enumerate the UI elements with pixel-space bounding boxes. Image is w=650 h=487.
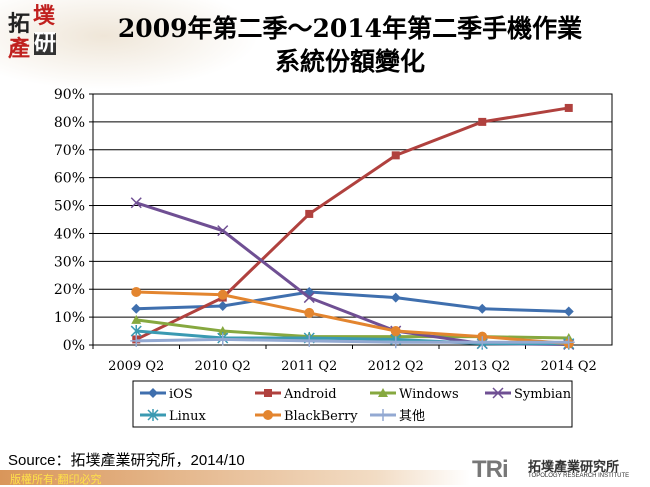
data-point [390, 326, 401, 337]
data-point [476, 336, 489, 349]
legend-marker [377, 409, 389, 421]
series-line-5 [136, 290, 569, 346]
data-point [562, 336, 575, 349]
logo-char: 研 [34, 31, 57, 56]
y-tick-label: 70% [54, 143, 85, 159]
data-point [131, 314, 142, 324]
data-point [217, 300, 228, 311]
data-point [131, 303, 142, 314]
legend-marker [148, 388, 158, 398]
data-point [131, 287, 142, 298]
y-tick-label: 0% [63, 338, 85, 354]
series-line-6 [136, 337, 569, 344]
legend-label: iOS [169, 387, 193, 402]
data-point [390, 292, 401, 303]
legend-marker [147, 409, 159, 421]
data-point [389, 336, 402, 349]
data-point [130, 334, 143, 347]
copyright: 版權所有‧翻印必究 [10, 473, 102, 486]
logo: 拓 墣 產 研 [8, 6, 60, 62]
y-tick-label: 40% [54, 226, 85, 242]
y-tick-label: 90% [54, 87, 85, 103]
x-tick-label: 2011 Q2 [281, 359, 337, 374]
legend-label: Symbian [514, 387, 572, 402]
legend-label: Android [283, 387, 337, 402]
legend-label: 其他 [399, 409, 425, 424]
source-note: Source：拓墣產業研究所，2014/10 [8, 452, 245, 469]
data-point [477, 303, 488, 314]
x-tick-label: 2012 Q2 [368, 359, 424, 374]
title-line: 系統份額變化 [274, 47, 425, 76]
line-chart: 0% 10% 20% 30% 40% 50% 60% 70% 80% 90% 2009 Q2 2010… [54, 87, 613, 428]
legend-marker [378, 388, 388, 397]
legend-marker [263, 410, 273, 420]
logo-char: 墣 [33, 4, 56, 29]
series-line-1 [135, 106, 569, 341]
y-tick-label: 60% [54, 171, 85, 187]
data-point [564, 103, 573, 112]
logo-char: 拓 [8, 12, 31, 37]
y-tick-label: 30% [54, 254, 85, 270]
title-line: 2009年第二季～2014年第二季手機作業 [117, 14, 583, 43]
x-tick-label: 2010 Q2 [195, 359, 251, 374]
tri-logo: TRi [472, 456, 509, 483]
y-tick-label: 10% [54, 310, 85, 326]
data-point [130, 197, 142, 209]
y-tick-label: 20% [54, 282, 85, 298]
data-point [391, 151, 400, 160]
legend-label: Linux [169, 409, 207, 424]
data-point [217, 225, 229, 237]
footer-bar [0, 470, 470, 485]
y-tick-label: 80% [54, 115, 85, 131]
data-point [217, 289, 228, 300]
logo-char: 產 [8, 37, 31, 62]
chart-title: 2009年第二季～2014年第二季手機作業 系統份額變化 [70, 12, 630, 78]
data-point [304, 307, 315, 318]
legend-label: Windows [399, 387, 459, 402]
series-line-0 [136, 290, 569, 314]
data-point [216, 333, 229, 346]
data-point [303, 334, 316, 347]
tri-name-en: TOPOLOGY RESEARCH INSTITUTE [528, 473, 630, 479]
x-tick-label: 2009 Q2 [108, 359, 164, 374]
legend [132, 380, 573, 428]
legend-marker [492, 387, 504, 399]
data-point [305, 209, 314, 218]
y-tick-label: 50% [54, 199, 85, 215]
x-tick-label: 2013 Q2 [454, 359, 510, 374]
tri-name-cn: 拓墣產業研究所 [528, 460, 620, 475]
legend-marker [264, 389, 272, 397]
data-point [217, 326, 228, 336]
legend-label: BlackBerry [284, 409, 358, 424]
x-tick-label: 2014 Q2 [541, 359, 597, 374]
data-point [478, 117, 487, 126]
data-point [563, 306, 574, 317]
data-point [303, 292, 315, 304]
